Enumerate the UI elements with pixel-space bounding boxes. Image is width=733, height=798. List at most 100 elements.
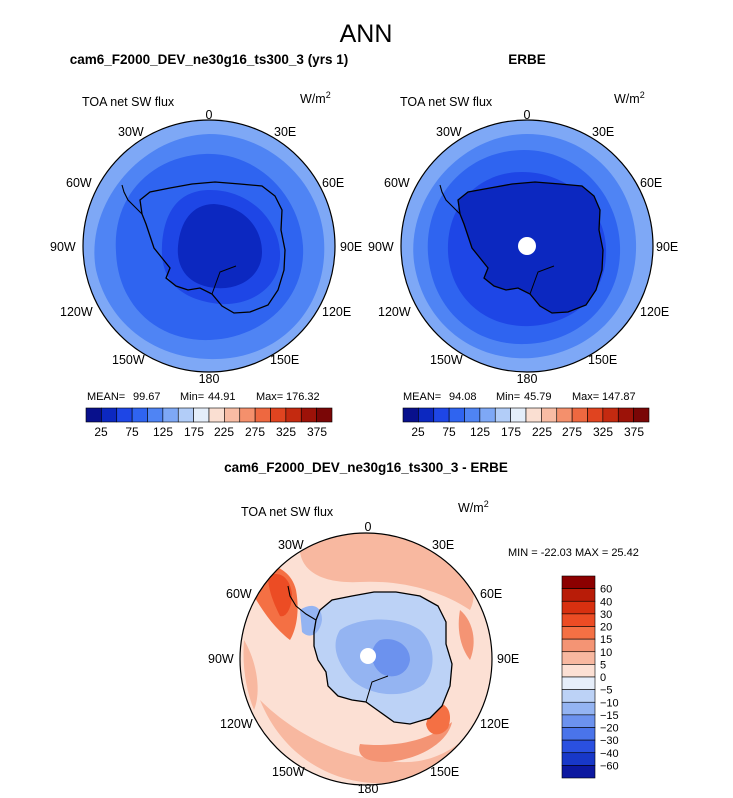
lon-180: 180 bbox=[517, 372, 538, 386]
cbar-tick: 75 bbox=[125, 425, 139, 439]
colorbar-cell bbox=[561, 664, 596, 678]
diff-patch-pos bbox=[243, 640, 258, 710]
ross-shelf bbox=[365, 675, 389, 703]
panel-model-max: 176.32 bbox=[286, 391, 320, 403]
lon-120e: 120E bbox=[640, 305, 669, 319]
panel-diff-map-border bbox=[239, 532, 493, 786]
panel-obs-max-label: Max= bbox=[572, 391, 599, 403]
cbar-tick: 125 bbox=[470, 425, 490, 439]
diff-patch-pos bbox=[458, 610, 474, 660]
lon-120w: 120W bbox=[60, 305, 93, 319]
colorbar-cell bbox=[561, 689, 596, 703]
colorbar-cell bbox=[479, 407, 496, 423]
lon-60e: 60E bbox=[322, 176, 344, 190]
colorbar-cell bbox=[561, 626, 596, 640]
colorbar-cell bbox=[587, 407, 604, 423]
colorbar-cell bbox=[402, 407, 419, 423]
cbar-tick: 275 bbox=[562, 425, 582, 439]
colorbar-cell bbox=[300, 407, 317, 423]
colorbar-cell bbox=[561, 752, 596, 766]
cbar-tick: 25 bbox=[411, 425, 425, 439]
colorbar-label: −5 bbox=[600, 685, 613, 697]
lon-150e: 150E bbox=[430, 765, 459, 779]
panel-model-max-label: Max= bbox=[256, 391, 283, 403]
colorbar-cell bbox=[510, 407, 527, 423]
colorbar-cell bbox=[561, 765, 596, 779]
colorbar-label: 10 bbox=[600, 647, 612, 659]
colorbar-label: 40 bbox=[600, 596, 612, 608]
lon-30e: 30E bbox=[592, 125, 614, 139]
colorbar-label: 30 bbox=[600, 609, 612, 621]
colorbar-cell bbox=[254, 407, 271, 423]
ross-shelf bbox=[211, 265, 237, 295]
cbar-tick: 275 bbox=[245, 425, 265, 439]
lon-90w: 90W bbox=[50, 240, 76, 254]
panel-model-map bbox=[83, 120, 335, 372]
cbar-tick: 25 bbox=[94, 425, 108, 439]
panel-diff-variable: TOA net SW flux bbox=[241, 505, 334, 519]
panel-diff-stats: MIN = -22.03 MAX = 25.42 bbox=[508, 547, 639, 559]
lon-150w: 150W bbox=[430, 353, 463, 367]
panel-obs: ERBE TOA net SW flux W/m2 0 30E 60E 90E … bbox=[368, 52, 678, 439]
colorbar-label: −15 bbox=[600, 710, 619, 722]
lon-60w: 60W bbox=[226, 587, 252, 601]
coastline bbox=[457, 181, 604, 314]
colorbar-cell bbox=[571, 407, 588, 423]
cbar-tick: 175 bbox=[501, 425, 521, 439]
panel-model-mean: 99.67 bbox=[133, 391, 161, 403]
lon-150e: 150E bbox=[270, 353, 299, 367]
panel-obs-min-label: Min= bbox=[496, 391, 520, 403]
colorbar-label: 15 bbox=[600, 634, 612, 646]
colorbar-label: −20 bbox=[600, 723, 619, 735]
lon-0: 0 bbox=[365, 520, 372, 534]
cbar-tick: 375 bbox=[307, 425, 327, 439]
diff-patch-pos bbox=[299, 533, 474, 610]
colorbar-label: −60 bbox=[600, 760, 619, 772]
colorbar-cell bbox=[101, 407, 118, 423]
lon-120e: 120E bbox=[480, 717, 509, 731]
colorbar-cell bbox=[602, 407, 619, 423]
lon-90e: 90E bbox=[656, 240, 678, 254]
panel-model-variable: TOA net SW flux bbox=[82, 95, 175, 109]
colorbar-cell bbox=[285, 407, 302, 423]
figure-title: ANN bbox=[340, 20, 393, 48]
diff-patch-pos bbox=[260, 700, 486, 784]
panel-obs-title: ERBE bbox=[508, 52, 546, 67]
colorbar-cell bbox=[556, 407, 573, 423]
cbar-tick: 375 bbox=[624, 425, 644, 439]
lon-30w: 30W bbox=[436, 125, 462, 139]
colorbar-cell bbox=[561, 600, 596, 615]
colorbar-cell bbox=[433, 407, 450, 423]
lon-90w: 90W bbox=[368, 240, 394, 254]
lon-60e: 60E bbox=[480, 587, 502, 601]
panel-obs-mean-label: MEAN= bbox=[403, 391, 441, 403]
colorbar-label: 0 bbox=[600, 672, 606, 684]
diff-patch-pos bbox=[268, 574, 292, 617]
panel-obs-units: W/m2 bbox=[614, 90, 645, 106]
lon-180: 180 bbox=[358, 782, 379, 796]
panel-model: cam6_F2000_DEV_ne30g16_ts300_3 (yrs 1) T… bbox=[50, 52, 362, 439]
lon-90e: 90E bbox=[340, 240, 362, 254]
coastline bbox=[313, 591, 453, 725]
cbar-tick: 325 bbox=[276, 425, 296, 439]
pole-hole bbox=[518, 237, 536, 255]
colorbar-cell bbox=[239, 407, 256, 423]
colorbar-cell bbox=[561, 701, 596, 716]
colorbar-cell bbox=[561, 588, 596, 602]
pole-hole bbox=[360, 648, 376, 664]
colorbar-cell bbox=[617, 407, 634, 423]
lon-180: 180 bbox=[199, 372, 220, 386]
coastline bbox=[139, 181, 286, 314]
colorbar-cell bbox=[561, 638, 596, 653]
cbar-tick: 325 bbox=[593, 425, 613, 439]
colorbar-cell bbox=[561, 575, 596, 589]
colorbar-cell bbox=[147, 407, 164, 423]
panel-diff-colorbar bbox=[561, 575, 596, 779]
colorbar-cell bbox=[270, 407, 287, 423]
colorbar-label: 20 bbox=[600, 622, 612, 634]
cbar-tick: 225 bbox=[532, 425, 552, 439]
panel-obs-colorbar bbox=[402, 407, 650, 423]
colorbar-cell bbox=[131, 407, 148, 423]
colorbar-label: −30 bbox=[600, 735, 619, 747]
